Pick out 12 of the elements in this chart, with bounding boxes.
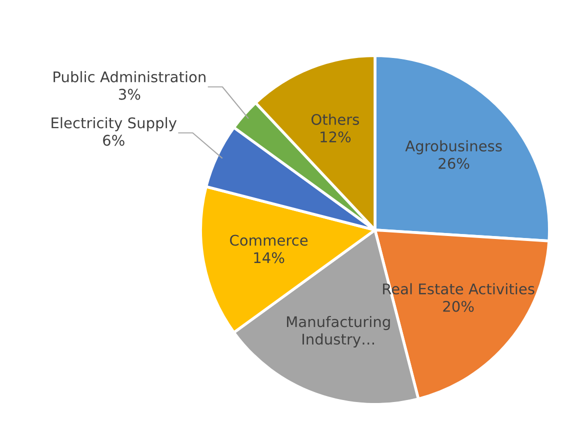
slice-label: Public Administration bbox=[54, 71, 206, 82]
data-label: 20% bbox=[443, 300, 474, 312]
data-label: 14% bbox=[254, 252, 284, 264]
data-label: 3% bbox=[118, 88, 140, 100]
slice-label: Manufacturing Industry… bbox=[287, 316, 390, 348]
slice-label: Agrobusiness bbox=[405, 140, 502, 154]
data-label: 12% bbox=[320, 131, 351, 142]
slice-label: Electricity Supply bbox=[52, 117, 177, 132]
data-label: 6% bbox=[103, 134, 124, 146]
data-label: 26% bbox=[438, 158, 470, 169]
slice-label: Commerce bbox=[230, 234, 308, 246]
slice-label: Others bbox=[312, 114, 359, 125]
